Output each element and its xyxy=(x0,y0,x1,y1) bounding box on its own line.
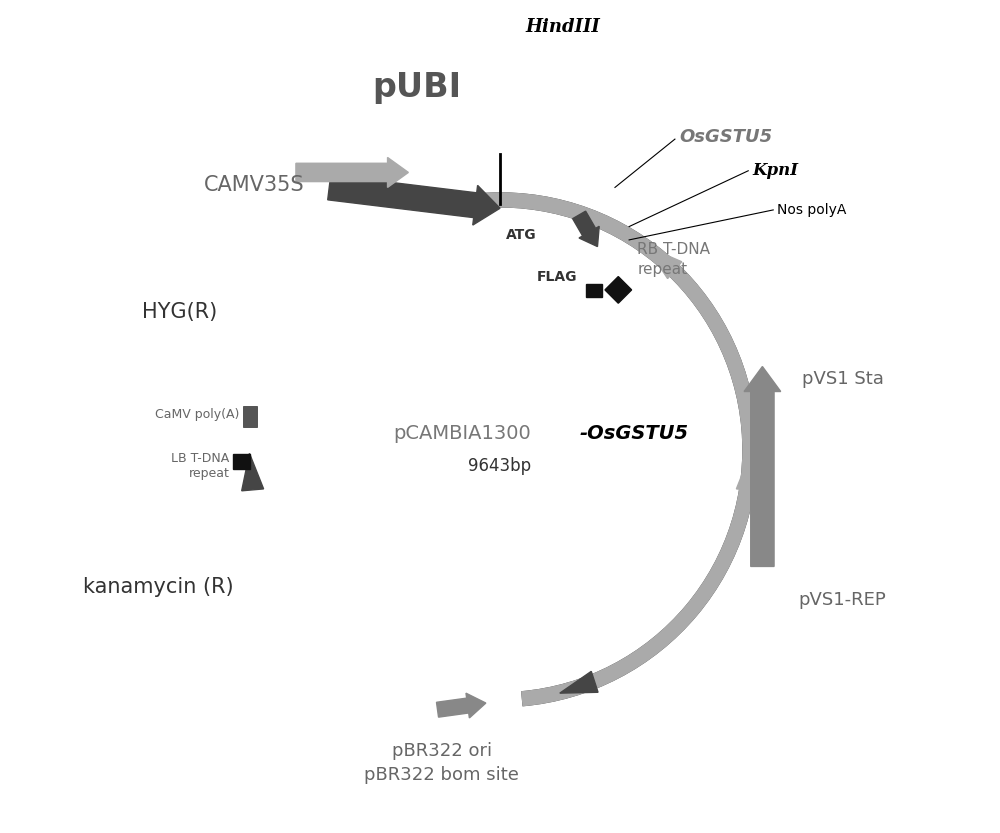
Polygon shape xyxy=(647,247,682,278)
Polygon shape xyxy=(560,671,598,693)
Text: repeat: repeat xyxy=(188,466,229,480)
Text: OsGSTU5: OsGSTU5 xyxy=(679,128,772,147)
Bar xyxy=(233,454,250,469)
Text: -OsGSTU5: -OsGSTU5 xyxy=(579,424,688,442)
Polygon shape xyxy=(736,453,758,491)
Text: pCAMBIA1300: pCAMBIA1300 xyxy=(394,424,531,442)
Text: ATG: ATG xyxy=(506,228,537,242)
Text: CaMV poly(A): CaMV poly(A) xyxy=(155,407,239,421)
Text: KpnI: KpnI xyxy=(752,162,798,179)
Text: RB T-DNA: RB T-DNA xyxy=(637,242,710,257)
FancyArrow shape xyxy=(328,175,500,225)
Text: pVS1 Sta: pVS1 Sta xyxy=(802,370,883,388)
Text: pUBI: pUBI xyxy=(372,71,461,104)
Text: pBR322 bom site: pBR322 bom site xyxy=(364,766,519,784)
Text: 9643bp: 9643bp xyxy=(468,457,532,476)
Text: LB T-DNA: LB T-DNA xyxy=(171,451,229,465)
Text: CAMV35S: CAMV35S xyxy=(204,175,305,195)
FancyArrow shape xyxy=(296,157,408,187)
Polygon shape xyxy=(605,277,632,303)
FancyArrow shape xyxy=(573,211,599,247)
Text: pBR322 ori: pBR322 ori xyxy=(392,742,492,761)
Text: pVS1-REP: pVS1-REP xyxy=(798,591,886,609)
FancyArrow shape xyxy=(437,693,486,718)
Text: FLAG: FLAG xyxy=(536,270,577,283)
Text: kanamycin (R): kanamycin (R) xyxy=(83,577,234,597)
Text: Nos polyA: Nos polyA xyxy=(777,203,846,217)
Polygon shape xyxy=(242,453,264,491)
Text: HYG(R): HYG(R) xyxy=(142,302,217,322)
Text: repeat: repeat xyxy=(637,262,688,277)
Text: HindIII: HindIII xyxy=(525,17,600,36)
Bar xyxy=(586,284,602,297)
Bar xyxy=(243,406,257,427)
FancyArrow shape xyxy=(744,367,781,566)
